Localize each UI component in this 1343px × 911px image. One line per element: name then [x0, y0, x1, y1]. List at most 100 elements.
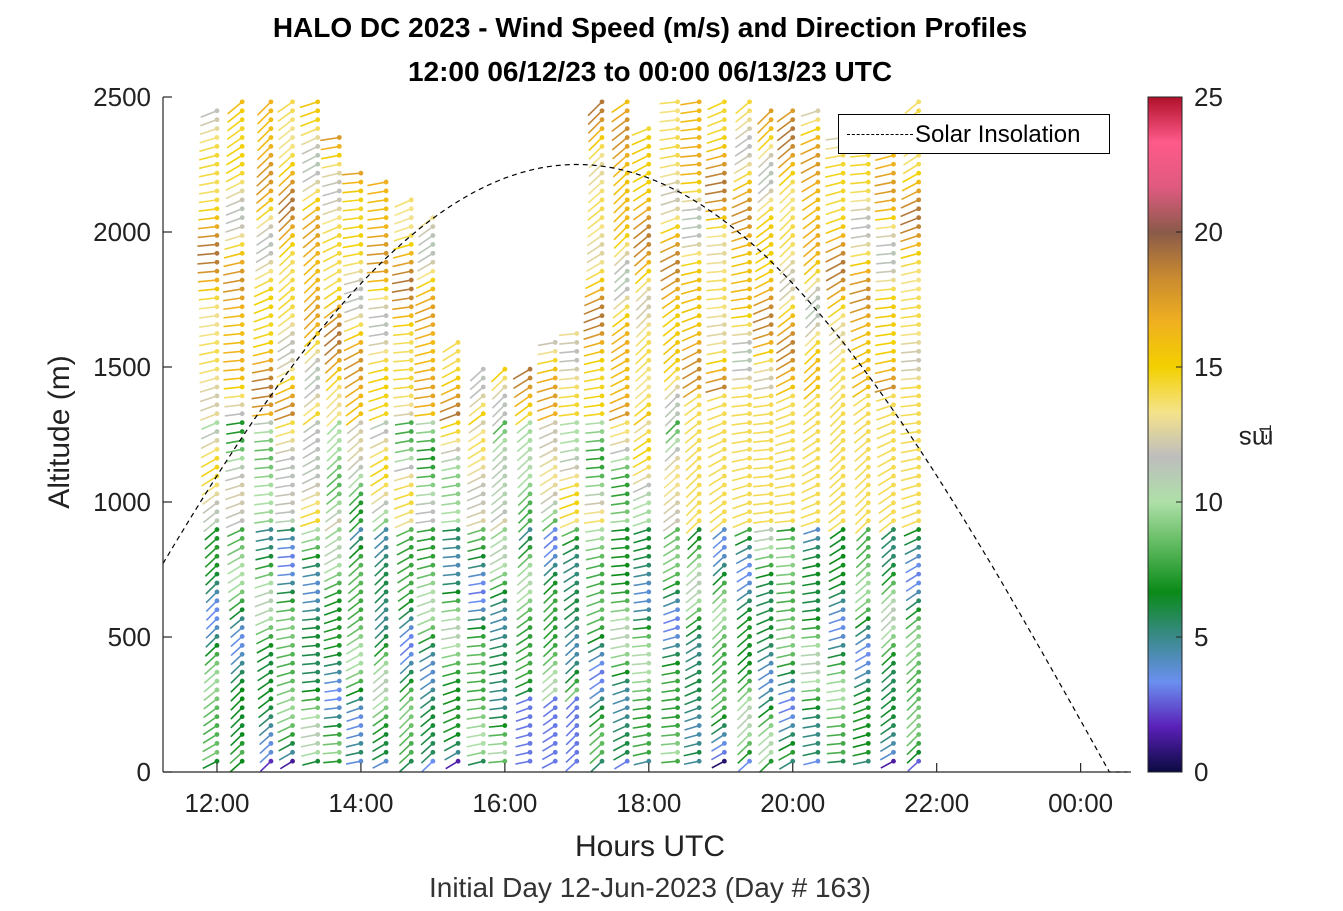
wind-barb-shaft — [685, 457, 700, 472]
wind-barb-point — [239, 366, 245, 372]
wind-barb-shaft — [467, 564, 484, 570]
wind-barb-point — [336, 625, 342, 630]
wind-barb-point — [480, 446, 486, 452]
wind-barb-point — [408, 687, 414, 693]
wind-barb-shaft — [324, 706, 340, 711]
wind-barb-shaft — [800, 653, 818, 657]
wind-barb-point — [721, 616, 727, 622]
wind-barb-shaft — [662, 644, 678, 650]
wind-barb-point — [214, 366, 220, 372]
wind-barb-point — [624, 179, 630, 185]
wind-barb-point — [358, 482, 364, 488]
wind-barb-shaft — [345, 760, 362, 765]
wind-barb-point — [290, 331, 295, 336]
wind-barb-shaft — [707, 118, 725, 128]
wind-barb-point — [840, 544, 846, 550]
wind-barb-shaft — [685, 609, 700, 621]
wind-barb-shaft — [588, 172, 603, 186]
wind-barb-shaft — [802, 439, 819, 452]
wind-barb-point — [358, 740, 364, 746]
wind-barb-point — [599, 616, 605, 622]
wind-barb-point — [891, 740, 896, 746]
wind-barb-shaft — [737, 662, 751, 675]
wind-barb-shaft — [854, 484, 869, 499]
wind-barb-shaft — [612, 315, 628, 328]
wind-barb-point — [408, 749, 414, 755]
wind-barb-point — [646, 304, 652, 310]
wind-barb-shaft — [736, 600, 751, 611]
wind-barb-shaft — [632, 689, 649, 693]
wind-barb-point — [865, 696, 871, 702]
wind-barb-point — [916, 224, 922, 230]
wind-barb-shaft — [372, 671, 387, 685]
wind-barb-point — [480, 544, 486, 550]
wind-barb-point — [239, 108, 245, 114]
wind-barb-point — [214, 536, 220, 541]
wind-barb-point — [430, 429, 436, 434]
wind-barb-point — [721, 758, 727, 764]
wind-barb-shaft — [416, 600, 434, 608]
wind-barb-shaft — [491, 484, 506, 497]
wind-barb-point — [502, 651, 508, 657]
wind-barb-point — [408, 304, 414, 310]
wind-barb-shaft — [827, 297, 844, 310]
wind-barb-point — [916, 678, 922, 684]
wind-barb-point — [290, 616, 295, 622]
wind-barb-point — [916, 598, 922, 604]
wind-barb-shaft — [197, 270, 218, 274]
wind-barb-shaft — [585, 555, 603, 561]
wind-barb-shaft — [775, 341, 794, 354]
wind-barb-shaft — [732, 502, 750, 510]
wind-barb-point — [891, 197, 896, 203]
wind-barb-shaft — [368, 350, 387, 356]
wind-barb-shaft — [278, 136, 294, 150]
x-tick-label: 12:00 — [184, 788, 249, 818]
wind-barb-point — [502, 758, 508, 764]
wind-barb-point — [646, 242, 652, 247]
wind-barb-point — [574, 518, 580, 524]
wind-barb-point — [624, 642, 630, 648]
wind-barb-shaft — [659, 243, 678, 254]
wind-barb-shaft — [413, 395, 434, 400]
wind-barb-point — [552, 348, 558, 354]
wind-barb-shaft — [373, 653, 387, 667]
wind-barb-shaft — [854, 591, 869, 604]
wind-barb-shaft — [543, 698, 556, 709]
wind-barb-shaft — [681, 350, 700, 361]
wind-barb-point — [552, 429, 558, 434]
wind-barb-shaft — [441, 635, 459, 641]
wind-barb-shaft — [348, 511, 362, 524]
wind-barb-point — [599, 669, 605, 675]
wind-barb-point — [599, 188, 605, 194]
wind-barb-shaft — [324, 582, 340, 591]
wind-barb-point — [916, 411, 922, 417]
wind-barb-point — [268, 126, 274, 131]
wind-barb-shaft — [853, 680, 869, 689]
wind-barb-point — [574, 544, 580, 550]
wind-barb-shaft — [223, 332, 243, 337]
wind-barb-shaft — [197, 279, 218, 283]
wind-barb-shaft — [277, 733, 293, 743]
wind-barb-shaft — [802, 217, 819, 230]
wind-barb-shaft — [300, 493, 319, 502]
wind-barb-shaft — [706, 243, 725, 247]
wind-barb-shaft — [516, 430, 531, 444]
wind-barb-point — [214, 313, 220, 319]
wind-barb-point — [916, 429, 922, 434]
wind-barb-shaft — [711, 653, 725, 667]
wind-barb-point — [790, 393, 796, 399]
wind-barb-point — [480, 758, 486, 764]
wind-barb-shaft — [467, 457, 484, 468]
wind-barb-shaft — [466, 706, 484, 711]
wind-barb-point — [336, 402, 342, 408]
wind-barb-point — [383, 179, 389, 185]
wind-barb-shaft — [278, 127, 294, 141]
wind-barb-shaft — [828, 573, 844, 583]
wind-barb-point — [646, 749, 652, 755]
wind-barb-point — [336, 455, 342, 461]
wind-barb-point — [815, 295, 821, 301]
wind-barb-point — [290, 634, 295, 639]
wind-barb-shaft — [849, 163, 869, 167]
wind-barb-point — [383, 598, 389, 604]
wind-barb-shaft — [419, 698, 434, 709]
